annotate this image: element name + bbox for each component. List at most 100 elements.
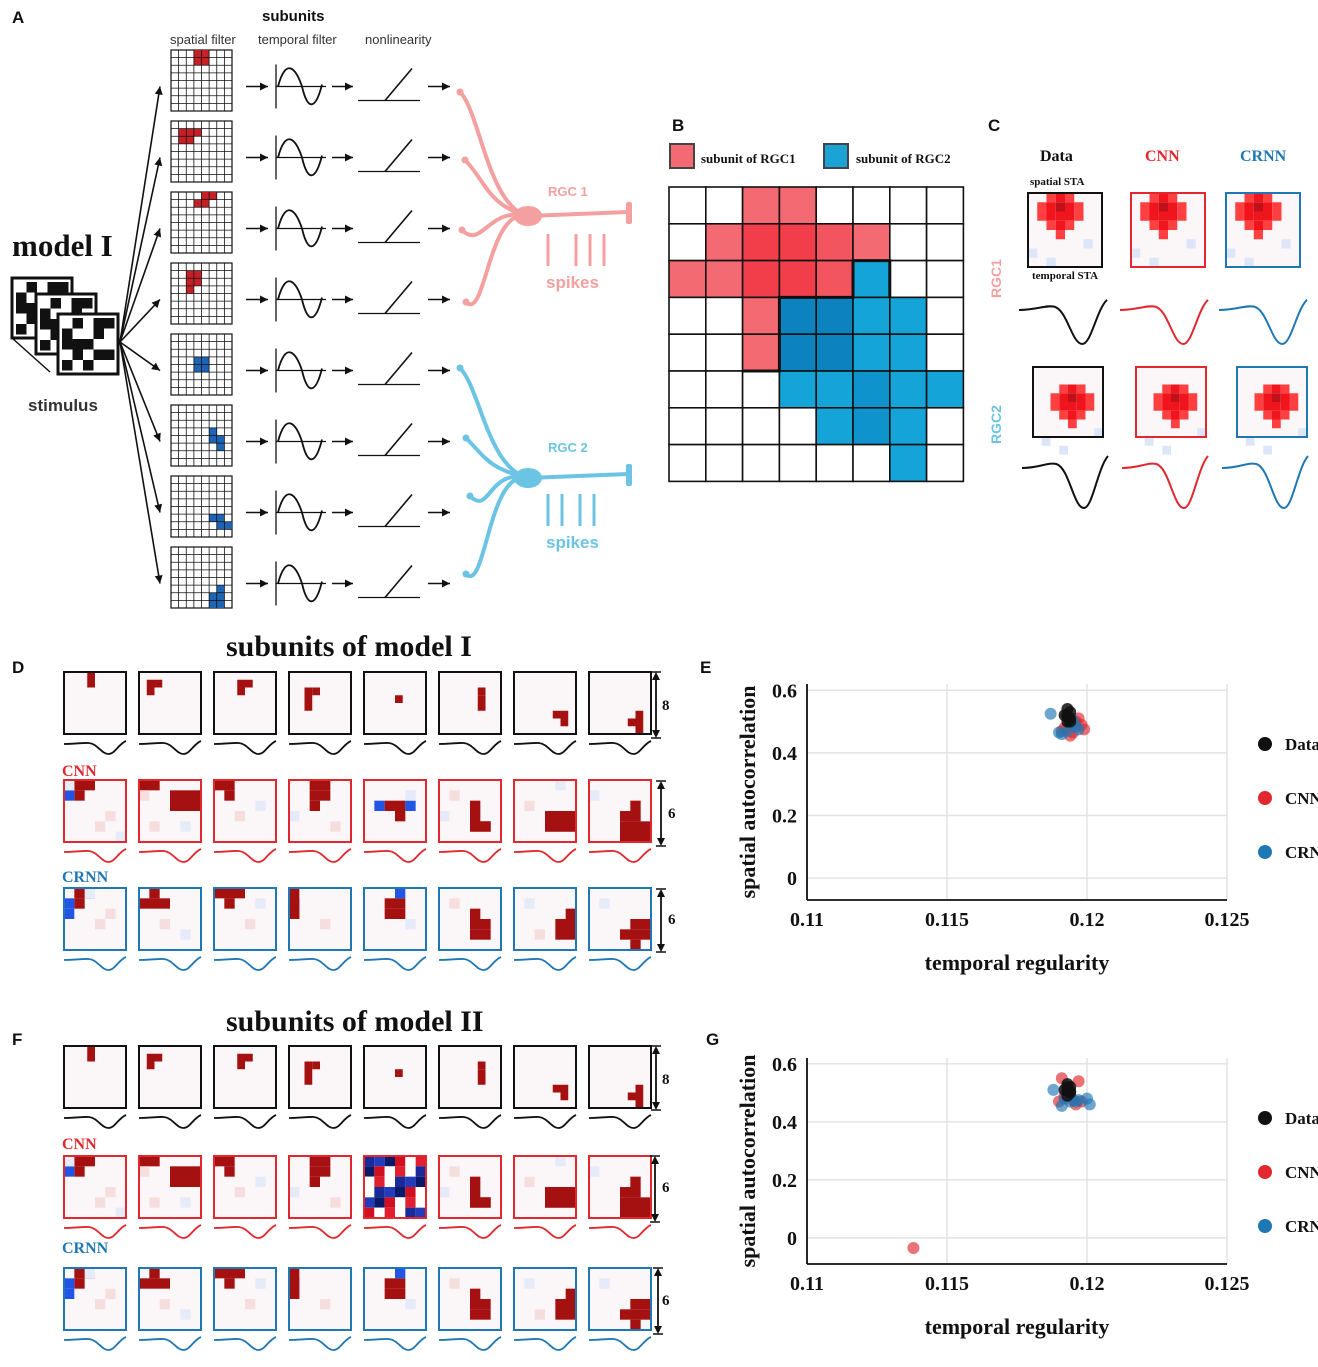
nonlinearity-curve <box>384 564 413 599</box>
model-i-data-subunit-temporal <box>63 740 127 755</box>
arrow-to-rgc <box>428 82 450 91</box>
arrow-to-temporal <box>246 153 268 162</box>
model-i-data-subunit-temporal <box>363 740 427 755</box>
model-i-crnn-subunit <box>363 887 427 951</box>
model-i-cnn-subunit <box>138 779 202 843</box>
model-i-crnn-subunit-temporal <box>363 956 427 971</box>
data-point-data <box>1061 710 1074 723</box>
panel-d-dim-cnn: 6 <box>668 806 676 822</box>
grid-cell <box>741 406 781 446</box>
model-ii-crnn-subunit <box>438 1267 502 1331</box>
grid-cell <box>925 259 965 299</box>
model-ii-crnn-subunit-temporal <box>513 1336 577 1351</box>
stimulus-pointer <box>11 337 51 373</box>
rgc1-data-spatial-sta <box>1027 192 1103 268</box>
grid-cell <box>925 223 965 262</box>
col-crnn-header: CRNN <box>1240 148 1287 165</box>
grid-cell <box>778 443 818 483</box>
subunits-title: subunits <box>262 8 325 25</box>
arrow-to-nonlinearity <box>332 153 353 162</box>
grid-cell <box>741 443 781 483</box>
panel-d-dim-data: 8 <box>662 698 670 714</box>
rgc1-neuron <box>456 88 632 307</box>
model-i-crnn-subunit <box>213 887 277 951</box>
model-i-data-subunit-temporal <box>588 740 652 755</box>
legend-rgc2-swatch <box>823 143 849 169</box>
legend-marker-crnn <box>1258 845 1272 859</box>
model-i-cnn-subunit <box>288 779 352 843</box>
rgc2-neuron <box>456 364 632 579</box>
x-tick-label: 0.11 <box>790 909 824 931</box>
grid-cell <box>815 333 854 372</box>
data-point-cnn <box>1072 1075 1085 1088</box>
model-ii-cnn-subunit <box>363 1155 427 1219</box>
model-i-crnn-subunit <box>438 887 502 951</box>
model-ii-data-subunit-temporal <box>438 1114 502 1129</box>
model-i-cnn-subunit <box>363 779 427 843</box>
model-i-crnn-subunit <box>513 887 577 951</box>
stimulus-to-filter-arrow <box>119 341 163 584</box>
rgc2-crnn-temporal-sta <box>1221 455 1309 510</box>
grid-cell <box>925 333 965 372</box>
rgc1-label: RGC 1 <box>548 184 588 199</box>
grid-cell <box>815 259 854 299</box>
grid-cell <box>704 333 744 372</box>
model-ii-crnn-subunit-temporal <box>138 1336 202 1351</box>
temporal-filter-curve <box>277 67 323 106</box>
grid-cell <box>778 223 818 262</box>
x-axis-label: temporal regularity <box>925 950 1110 975</box>
legend-label-cnn: CNN <box>1285 789 1318 808</box>
model-i-data-subunit <box>213 671 277 735</box>
panel-f-dim-cnn: 6 <box>662 1180 670 1196</box>
legend-marker-cnn <box>1258 791 1272 805</box>
model-i-crnn-subunit-temporal <box>288 956 352 971</box>
grid-cell <box>741 333 781 372</box>
grid-cell <box>925 296 965 335</box>
grid-cell <box>704 186 744 225</box>
grid-cell <box>668 443 707 483</box>
data-point-crnn <box>1072 1094 1085 1107</box>
legend-label-crnn: CRNN <box>1285 843 1318 862</box>
model-ii-data-subunit <box>138 1045 202 1109</box>
arrow-to-nonlinearity <box>332 82 353 91</box>
rgc2-data-temporal-sta <box>1021 455 1109 510</box>
arrow-to-temporal <box>246 366 268 375</box>
legend-marker-crnn <box>1258 1219 1272 1233</box>
data-point-cnn <box>907 1242 920 1255</box>
model-i-cnn-subunit <box>213 779 277 843</box>
nonlinearity-curve <box>384 351 413 386</box>
legend-rgc1-swatch <box>669 143 695 169</box>
arrow-to-rgc <box>428 508 450 517</box>
col-cnn-header: CNN <box>1145 148 1180 165</box>
spatial-filter-grid <box>170 191 233 254</box>
y-tick-label: 0 <box>787 868 797 890</box>
model-ii-data-subunit <box>438 1045 502 1109</box>
nonlinearity-curve <box>384 67 413 102</box>
stimulus-label: stimulus <box>28 396 98 415</box>
model-ii-cnn-subunit-temporal <box>213 1224 277 1239</box>
panel-d-dim-crnn: 6 <box>668 912 676 928</box>
arrow-to-nonlinearity <box>332 224 353 233</box>
arrow-to-nonlinearity <box>332 508 353 517</box>
legend-marker-data <box>1258 1111 1272 1125</box>
model-ii-data-subunit <box>63 1045 127 1109</box>
model-i-data-subunit <box>438 671 502 735</box>
model-i-data-subunit-temporal <box>288 740 352 755</box>
dimension-arrow <box>651 1045 661 1111</box>
model-ii-crnn-subunit <box>63 1267 127 1331</box>
temporal-filter-header: temporal filter <box>258 32 337 47</box>
spatial-filter-grid <box>170 546 233 609</box>
rgc2-cnn-spatial-sta <box>1135 366 1207 455</box>
arrow-to-rgc <box>428 366 450 375</box>
grid-cell <box>888 186 928 225</box>
model-i-crnn-subunit <box>588 887 652 951</box>
grid-cell <box>852 223 891 262</box>
model-i-crnn-subunit <box>138 887 202 951</box>
dimension-arrow <box>650 1155 660 1223</box>
temporal-filter-curve <box>277 422 323 461</box>
grid-cell <box>704 370 744 409</box>
arrow-to-nonlinearity <box>332 366 353 375</box>
grid-cell <box>668 333 707 372</box>
model-ii-data-subunit-temporal <box>513 1114 577 1129</box>
spatial-filter-grid <box>170 49 233 112</box>
